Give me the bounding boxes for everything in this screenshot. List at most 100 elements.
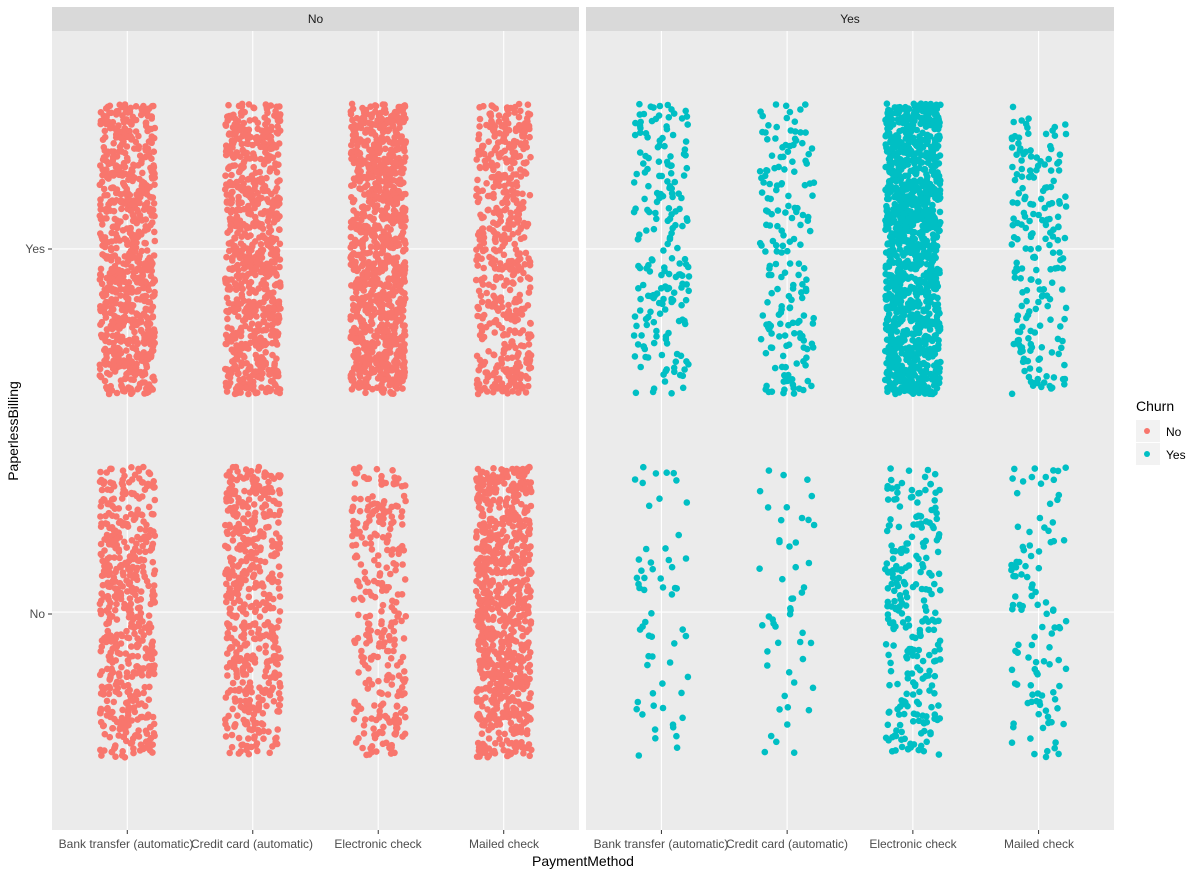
data-point (387, 226, 394, 233)
data-point (497, 274, 505, 281)
data-point (273, 169, 281, 176)
data-point (491, 329, 499, 336)
data-point (351, 495, 358, 502)
data-point (521, 673, 528, 680)
data-point (516, 612, 523, 620)
data-point (149, 540, 157, 548)
data-point (240, 119, 248, 127)
data-point (96, 276, 104, 283)
data-point (151, 212, 158, 220)
data-point (100, 593, 108, 600)
data-point (147, 125, 155, 133)
data-point (380, 500, 387, 508)
data-point (245, 585, 253, 593)
data-point (129, 316, 136, 324)
data-point (269, 743, 276, 750)
data-point (488, 605, 496, 613)
data-point (125, 703, 132, 711)
data-point (123, 338, 130, 345)
data-point (273, 500, 280, 507)
data-point (358, 596, 366, 603)
data-point (354, 577, 361, 585)
data-point (374, 339, 381, 347)
data-point (264, 619, 272, 626)
data-point (378, 321, 386, 328)
data-point (134, 597, 141, 604)
data-point (267, 102, 275, 109)
data-point (351, 700, 358, 707)
data-point (229, 151, 237, 159)
data-point (230, 589, 238, 597)
data-point (147, 734, 155, 742)
data-point (123, 544, 130, 551)
data-point (358, 334, 365, 342)
data-point (477, 387, 484, 394)
data-point (510, 221, 517, 228)
data-point (277, 472, 284, 479)
data-point (239, 608, 247, 615)
data-point (223, 634, 231, 642)
data-point (368, 748, 376, 756)
data-point (103, 113, 110, 120)
data-point (506, 311, 514, 319)
data-point (394, 503, 402, 510)
data-point (502, 130, 510, 137)
data-point (357, 495, 364, 503)
data-point (143, 107, 150, 114)
data-point (253, 747, 261, 755)
data-point (124, 268, 131, 275)
data-point (110, 357, 117, 365)
data-point (142, 526, 149, 534)
data-point (509, 694, 516, 701)
data-point (150, 484, 158, 491)
data-point (501, 115, 508, 122)
data-point (256, 635, 264, 642)
data-point (118, 632, 126, 640)
data-point (147, 723, 154, 731)
data-point (355, 669, 362, 676)
data-point (492, 145, 500, 152)
data-point (273, 388, 280, 395)
data-point (125, 580, 133, 588)
data-point (136, 525, 144, 533)
data-point (491, 236, 499, 243)
data-point (138, 700, 145, 707)
data-point (137, 279, 144, 287)
data-point (233, 344, 241, 352)
data-point (102, 105, 110, 112)
data-point (131, 545, 139, 552)
data-point (395, 263, 402, 271)
data-point (515, 592, 522, 599)
data-point (113, 189, 121, 197)
data-point (399, 354, 407, 362)
data-point (251, 733, 258, 740)
data-point (224, 672, 231, 679)
data-point (362, 230, 370, 237)
data-point (274, 178, 281, 186)
data-point (476, 164, 484, 172)
data-point (477, 292, 485, 300)
data-point (141, 573, 148, 580)
data-point (96, 212, 104, 220)
data-point (358, 323, 366, 331)
data-point (99, 581, 107, 589)
data-point (516, 291, 524, 299)
data-point (132, 103, 140, 110)
data-point (378, 314, 385, 322)
data-point (234, 563, 241, 570)
data-point (376, 178, 384, 185)
data-point (378, 633, 385, 641)
data-point (231, 362, 239, 369)
data-point (150, 200, 158, 207)
data-point (369, 128, 377, 136)
data-point (381, 626, 388, 634)
data-point (125, 285, 133, 293)
data-point (490, 283, 497, 291)
data-point (387, 570, 394, 578)
data-point (261, 470, 268, 478)
data-point (113, 600, 120, 608)
data-point (356, 507, 364, 515)
data-point (222, 340, 229, 348)
data-point (149, 713, 157, 721)
data-point (229, 705, 236, 713)
